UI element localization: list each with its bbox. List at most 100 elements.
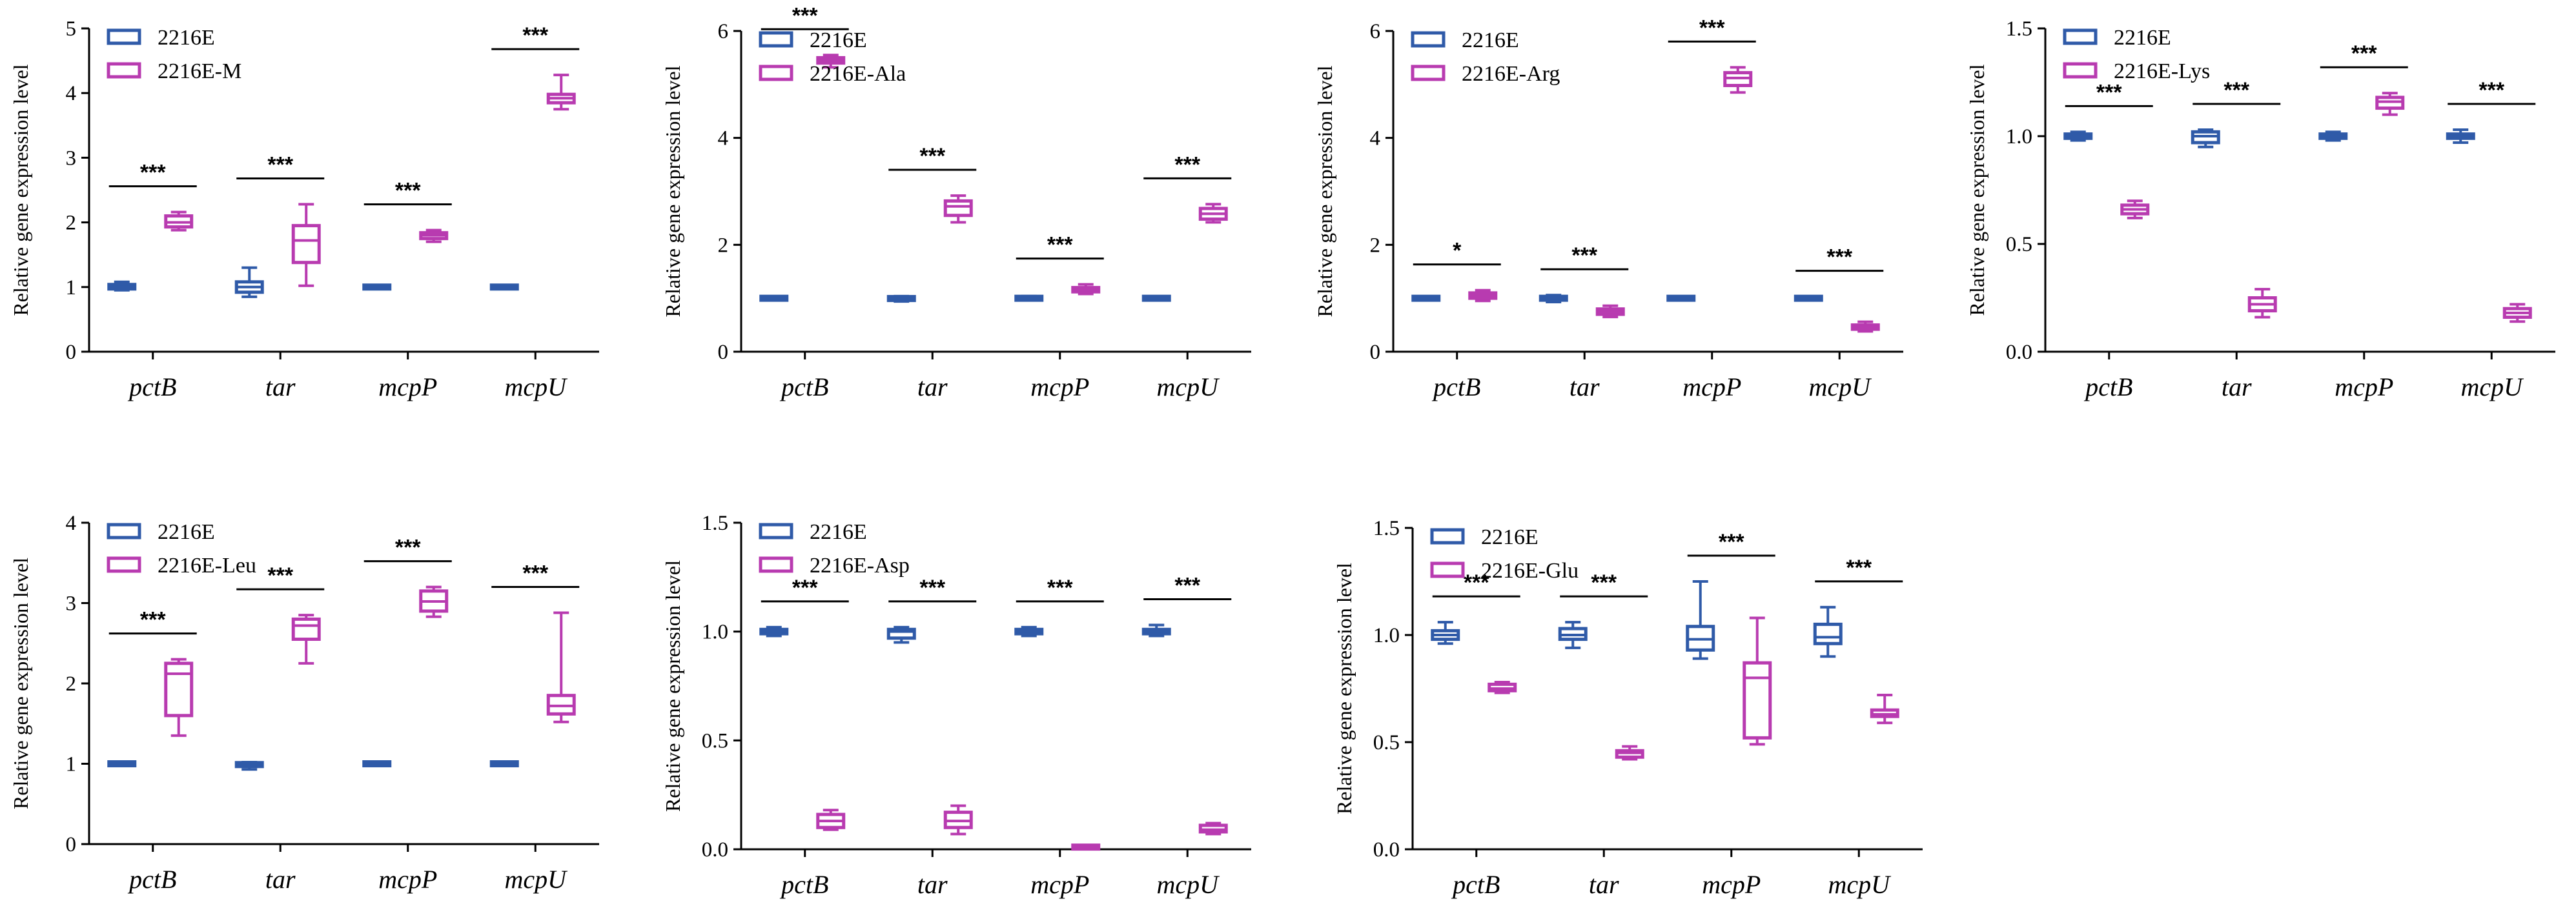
y-tick-label: 0 xyxy=(66,833,77,856)
y-tick-label: 2 xyxy=(66,212,77,235)
significance-mark: *** xyxy=(267,563,293,588)
box-mcpP-treatment xyxy=(419,585,449,618)
box-mcpU-control xyxy=(2446,128,2475,145)
legend-label: 2216E-M xyxy=(158,59,241,83)
x-tick-label: pctB xyxy=(127,865,176,894)
significance-mark: *** xyxy=(1047,576,1073,600)
box-mcpU-control xyxy=(1141,623,1171,638)
significance-mark: *** xyxy=(792,576,818,600)
x-tick-label: tar xyxy=(917,870,948,899)
y-tick-label: 1.5 xyxy=(1373,517,1400,540)
x-tick-label: mcpP xyxy=(378,865,437,894)
box-iqr xyxy=(1813,622,1843,645)
y-tick-label: 1.0 xyxy=(2006,125,2032,148)
box-pctB-control xyxy=(1411,294,1441,302)
significance-mark: *** xyxy=(919,576,945,600)
box-pctB-control xyxy=(107,280,137,292)
significance-mark: *** xyxy=(522,23,548,48)
legend-label: 2216E-Leu xyxy=(158,554,256,578)
box-mcpU-treatment xyxy=(1850,320,1880,333)
box-pctB-treatment xyxy=(816,54,846,69)
y-tick-label: 4 xyxy=(718,127,729,150)
box-tar-treatment xyxy=(291,614,321,665)
x-tick-label: mcpU xyxy=(2460,372,2524,401)
box-iqr xyxy=(164,661,194,718)
y-tick-label: 4 xyxy=(66,512,77,535)
legend-label: 2216E xyxy=(1462,28,1519,52)
x-tick-label: mcpU xyxy=(1808,372,1872,401)
y-tick-label: 1 xyxy=(66,753,77,776)
legend-swatch-control xyxy=(1411,31,1446,48)
box-pctB-treatment xyxy=(816,809,846,831)
box-mcpP-control xyxy=(1686,580,1715,660)
y-tick-label: 2 xyxy=(66,672,77,696)
x-tick-label: tar xyxy=(265,865,296,894)
legend-label: 2216E-Glu xyxy=(1481,559,1579,583)
box-mcpU-treatment xyxy=(546,74,576,111)
legend-swatch-control xyxy=(107,28,141,45)
significance-mark: *** xyxy=(1826,245,1852,270)
y-tick-label: 0.5 xyxy=(702,729,728,752)
legend-label: 2216E xyxy=(2114,26,2171,50)
box-pctB-control xyxy=(1431,621,1460,645)
y-tick-label: 4 xyxy=(1370,127,1381,150)
legend-label: 2216E-Lys xyxy=(2114,59,2210,83)
x-tick-label: mcpU xyxy=(504,865,568,894)
x-tick-label: pctB xyxy=(779,372,828,401)
chart-panel-7: 0.0 0.5 1.0 1.5 Relative gene expression lev… xyxy=(1333,517,1923,899)
x-tick-label: mcpP xyxy=(378,372,437,401)
box-iqr xyxy=(291,617,321,641)
box-pctB-treatment xyxy=(164,210,194,232)
y-axis-label: Relative gene expression level xyxy=(661,560,684,812)
x-tick-label: pctB xyxy=(779,870,828,899)
box-pctB-control xyxy=(107,760,137,767)
chart-panel-4: 0.0 0.5 1.0 1.5 Relative gene expression lev… xyxy=(1965,17,2555,401)
legend-label: 2216E-Ala xyxy=(810,62,906,86)
legend-swatch-control xyxy=(2063,28,2098,45)
x-tick-label: mcpP xyxy=(2335,372,2393,401)
box-mcpU-treatment xyxy=(1870,693,1899,725)
y-tick-label: 0.5 xyxy=(2006,233,2032,256)
box-mcpU-control xyxy=(489,760,519,767)
significance-mark: * xyxy=(1453,239,1462,263)
box-mcpU-control xyxy=(1813,605,1843,658)
box-mcpU-control xyxy=(1794,294,1823,302)
box-pctB-control xyxy=(759,625,789,638)
significance-mark: *** xyxy=(2096,80,2122,105)
chart-panel-2: 0 2 4 6 Relative gene expression level pctB ta… xyxy=(661,3,1251,401)
significance-mark: *** xyxy=(1464,570,1489,595)
significance-mark: *** xyxy=(140,608,166,632)
x-tick-label: tar xyxy=(917,372,948,401)
y-tick-label: 1.0 xyxy=(702,621,728,644)
box-mcpP-treatment xyxy=(1071,283,1101,296)
significance-mark: *** xyxy=(792,3,818,28)
x-tick-label: tar xyxy=(265,372,296,401)
legend-label: 2216E-Asp xyxy=(810,554,910,578)
y-axis-label: Relative gene expression level xyxy=(9,558,32,809)
x-tick-label: mcpU xyxy=(1828,870,1892,899)
chart-panel-1: 0 1 2 3 4 5 Relative gene expression level pctB… xyxy=(9,17,599,401)
box-tar-control xyxy=(886,294,916,303)
y-tick-label: 0 xyxy=(66,341,77,364)
legend-swatch-treatment xyxy=(759,65,793,81)
box-mcpP-treatment xyxy=(1723,66,1753,94)
box-tar-treatment xyxy=(943,194,973,224)
box-mcpP-control xyxy=(362,283,392,291)
y-tick-label: 0.5 xyxy=(1373,731,1400,754)
legend-label: 2216E xyxy=(158,26,215,50)
legend-swatch-treatment xyxy=(1411,65,1446,81)
y-tick-label: 6 xyxy=(718,20,729,43)
y-tick-label: 1 xyxy=(66,276,77,299)
significance-mark: *** xyxy=(1699,15,1725,40)
x-tick-label: pctB xyxy=(1451,870,1500,899)
legend-label: 2216E-Arg xyxy=(1462,62,1560,86)
y-tick-label: 6 xyxy=(1370,20,1381,43)
x-tick-label: mcpU xyxy=(504,372,568,401)
box-iqr xyxy=(943,199,973,217)
y-tick-label: 0.0 xyxy=(2006,341,2032,364)
significance-mark: *** xyxy=(1174,152,1200,177)
significance-mark: *** xyxy=(1591,570,1617,595)
box-mcpU-treatment xyxy=(2502,303,2532,323)
significance-mark: *** xyxy=(1719,530,1744,554)
